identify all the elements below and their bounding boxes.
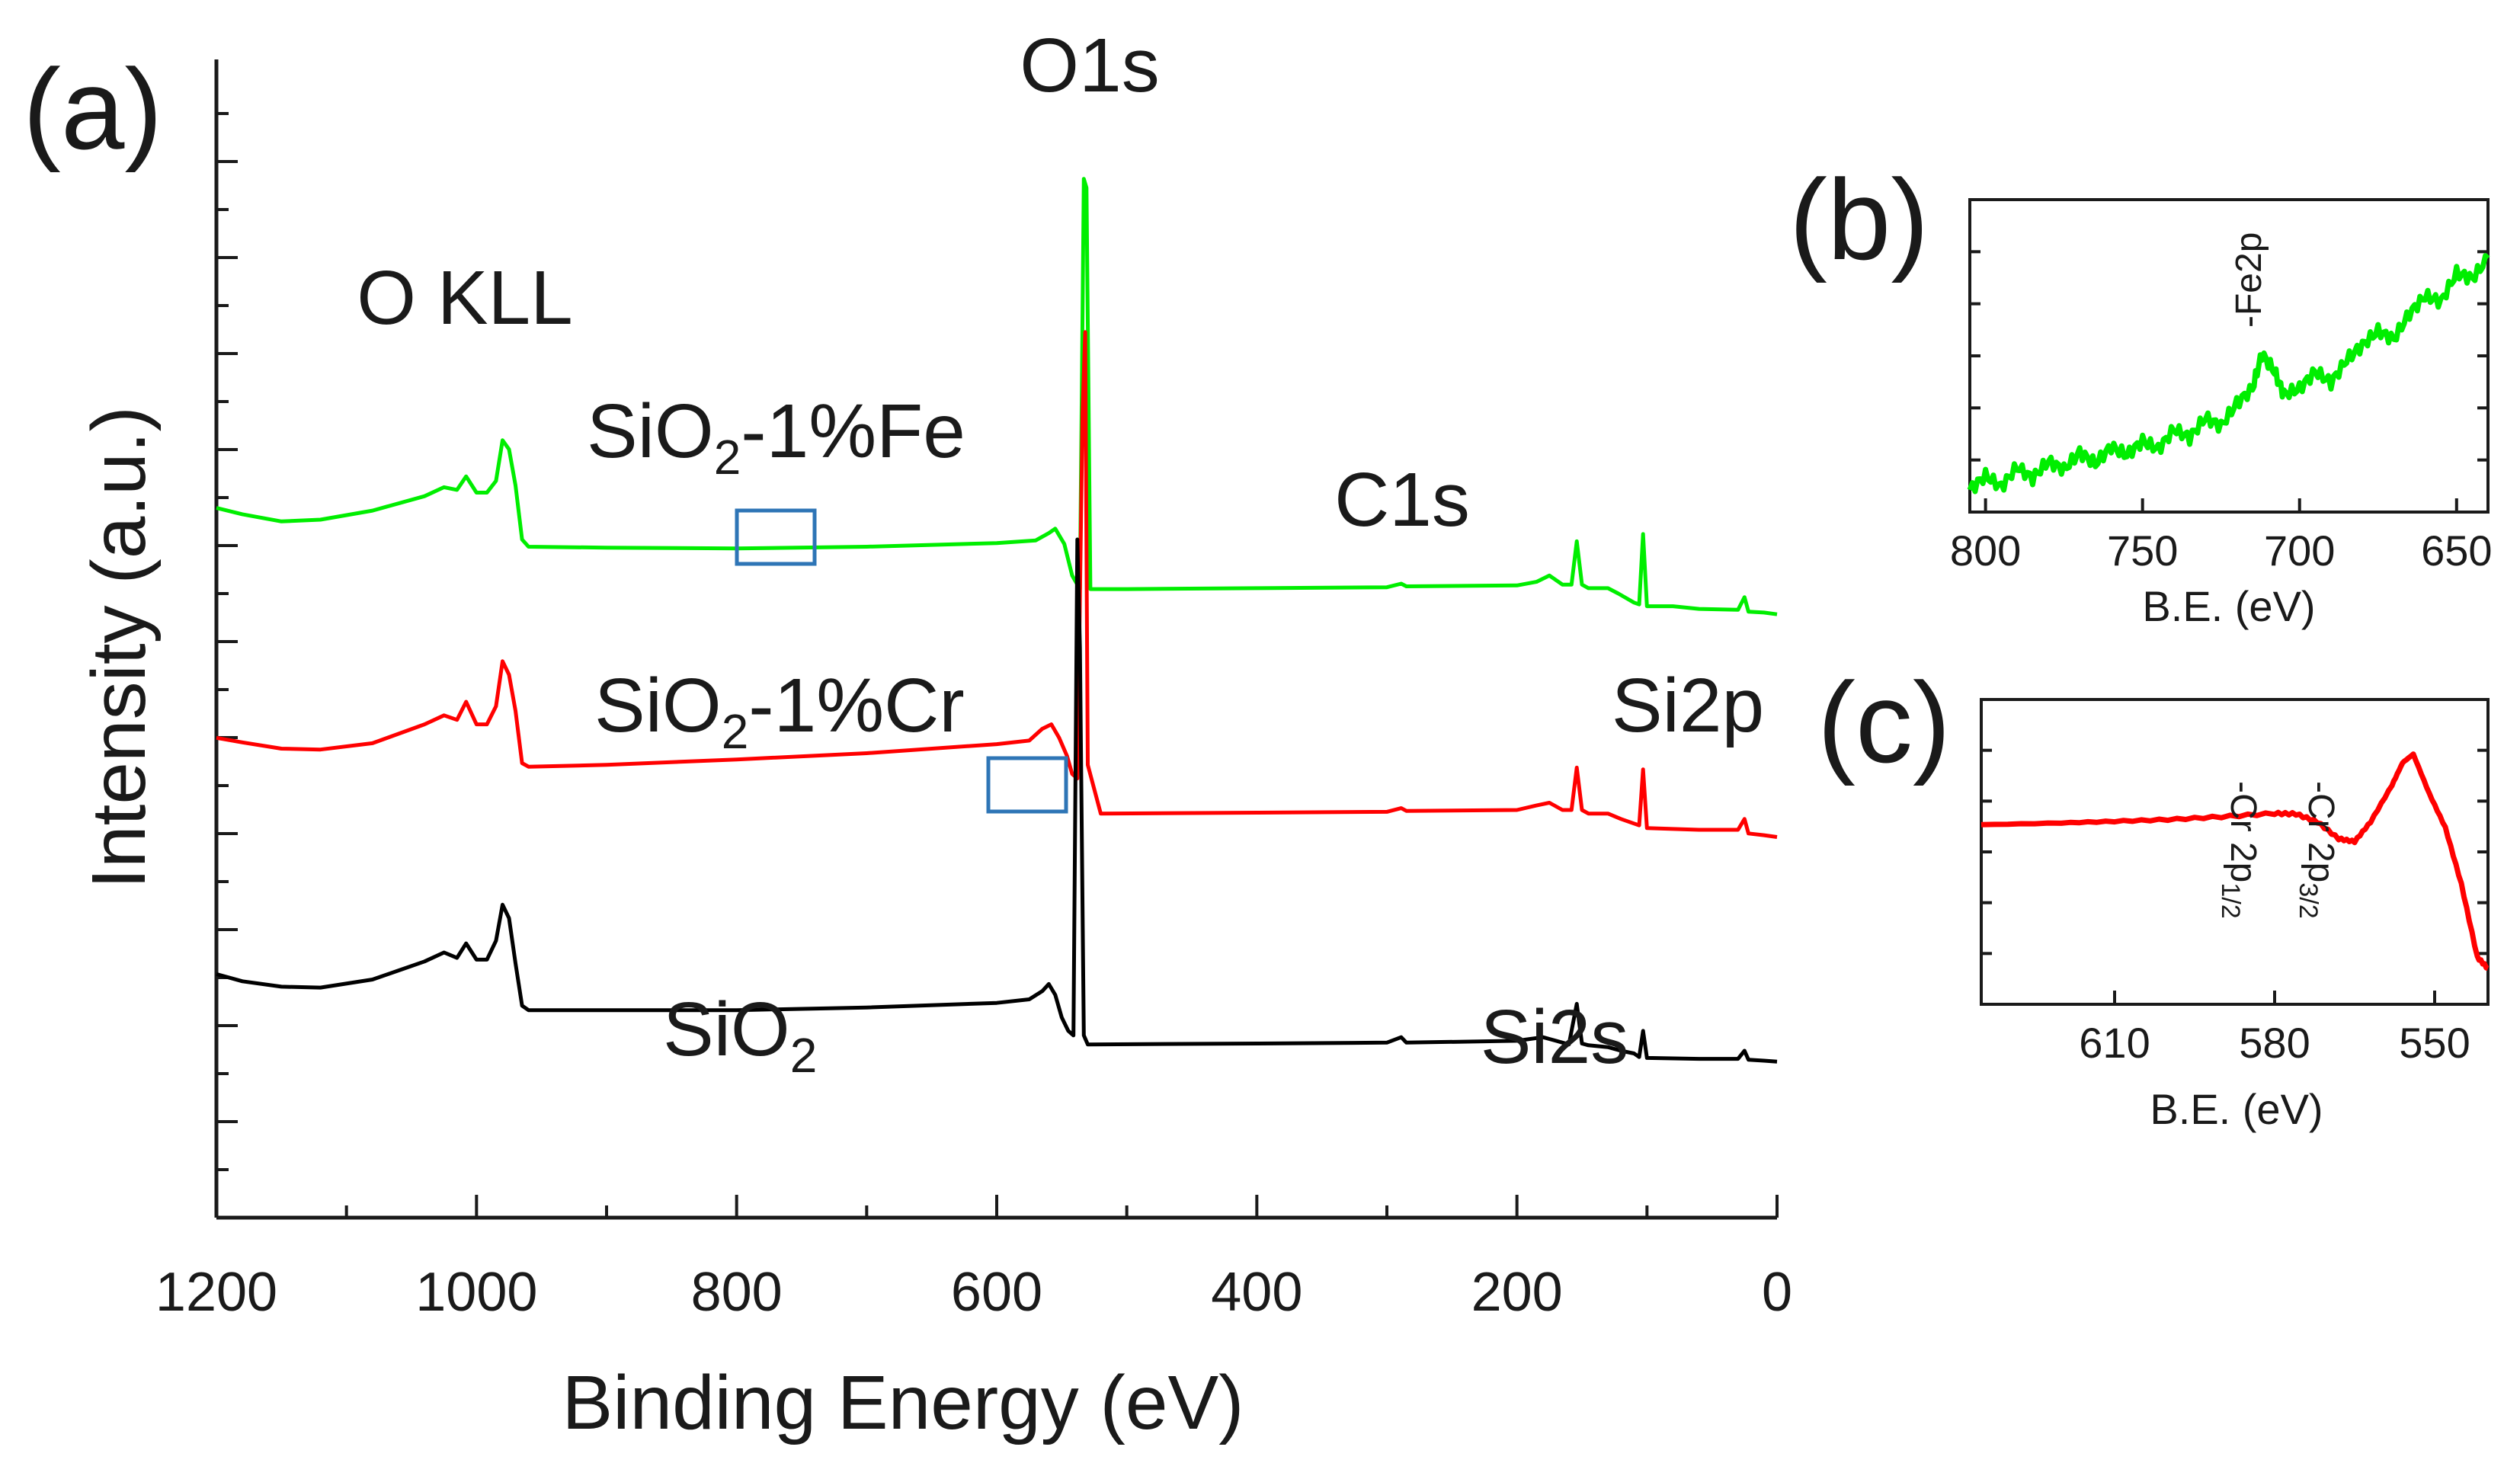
panel-b-x-tick-label: 800 xyxy=(1950,527,2021,575)
panel-c-x-tick-label: 550 xyxy=(2399,1019,2470,1067)
highlight-box-cr xyxy=(986,756,1068,814)
series-label-sio2: SiO2 xyxy=(663,987,817,1083)
panel-a-x-ticks: 1200 1000 800 600 400 200 0 xyxy=(155,1195,1792,1323)
panel-c-x-tick-label: 580 xyxy=(2239,1019,2310,1067)
panel-a-x-tick-label: 1200 xyxy=(155,1262,277,1323)
panel-a-x-tick-label: 600 xyxy=(951,1262,1042,1323)
panel-a-series-line-2 xyxy=(216,537,1778,1064)
panel-b-x-tick-label: 750 xyxy=(2107,527,2178,575)
peak-label-si2p: Si2p xyxy=(1612,663,1764,748)
panel-b-x-tick-label: 700 xyxy=(2264,527,2335,575)
panel-c-label: (c) xyxy=(1817,658,1951,786)
series-label-cr: SiO2-1%Cr xyxy=(594,663,965,759)
panel-a-label: (a) xyxy=(23,45,162,173)
panel-c-x-axis-title: B.E. (eV) xyxy=(2150,1085,2323,1133)
panel-c-series-group xyxy=(1980,751,2490,972)
panel-a-x-tick-label: 200 xyxy=(1471,1262,1563,1323)
panel-a-series-line-1 xyxy=(216,330,1778,839)
panel-a-x-tick-label: 800 xyxy=(691,1262,783,1323)
panel-b-series-group xyxy=(1967,253,2490,495)
annotation-cr-2p32: -Cr 2p3/2 xyxy=(2294,781,2341,919)
annotation-cr-2p12: -Cr 2p1/2 xyxy=(2216,781,2263,919)
panel-a-y-axis-title: Intensity (a.u.) xyxy=(76,406,162,889)
panel-b-x-tick-label: 650 xyxy=(2421,527,2492,575)
panel-b-x-axis-title: B.E. (eV) xyxy=(2142,582,2315,630)
panel-c-ticks: 610 580 550 xyxy=(1981,748,2488,1067)
panel-b-series-line-0 xyxy=(1967,253,2490,495)
peak-label-si2s: Si2s xyxy=(1481,994,1629,1080)
panel-a-series-line-0 xyxy=(216,177,1778,616)
peak-label-c1s: C1s xyxy=(1334,457,1470,543)
panel-a-series-group xyxy=(216,177,1778,1064)
panel-a-x-tick-label: 0 xyxy=(1762,1262,1792,1323)
panel-a-x-axis-title: Binding Energy (eV) xyxy=(562,1360,1244,1445)
peak-label-o-kll: O KLL xyxy=(357,255,573,341)
panel-a: (a) 1200 1000 800 600 400 200 0 Binding Energy… xyxy=(23,23,1792,1445)
panel-c-series-line-0 xyxy=(1980,751,2490,972)
peak-label-o1s: O1s xyxy=(1020,23,1159,108)
panel-a-y-minor-ticks xyxy=(216,112,238,1219)
series-label-fe: SiO2-1%Fe xyxy=(587,389,965,485)
panel-c-x-tick-label: 610 xyxy=(2079,1019,2150,1067)
panel-b-ticks: 800 750 700 650 xyxy=(1950,250,2493,575)
panel-c: (c) 610 580 550 B.E. (eV) -Cr 2p3/2 -Cr 2p… xyxy=(1817,658,2490,1133)
annotation-fe2p: -Fe2p xyxy=(2229,232,2269,328)
panel-a-x-tick-label: 1000 xyxy=(415,1262,537,1323)
panel-b-label: (b) xyxy=(1789,155,1929,283)
highlight-box-fe xyxy=(735,508,817,566)
panel-b: (b) 800 750 700 650 B.E. (eV) -Fe2p xyxy=(1789,155,2493,630)
panel-a-x-tick-label: 400 xyxy=(1211,1262,1302,1323)
